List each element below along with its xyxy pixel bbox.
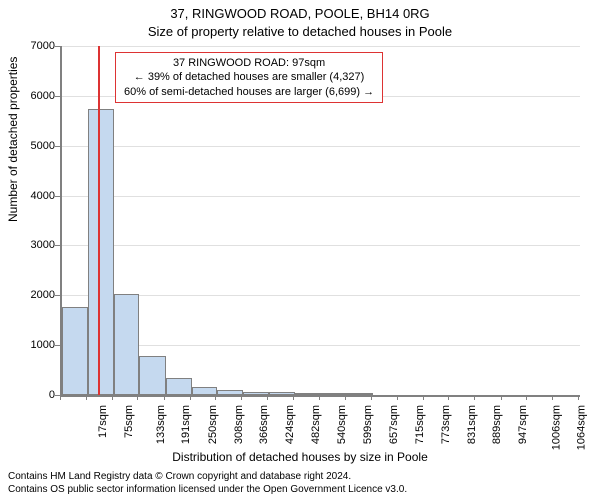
x-tick-mark xyxy=(215,395,216,400)
x-tick-label: 715sqm xyxy=(414,405,426,444)
x-tick-label: 947sqm xyxy=(517,405,529,444)
gridline xyxy=(62,146,580,147)
x-tick-mark xyxy=(552,395,553,400)
y-tick-label: 4000 xyxy=(0,190,55,202)
histogram-bar xyxy=(166,378,192,395)
x-tick-label: 657sqm xyxy=(388,405,400,444)
x-tick-mark xyxy=(397,395,398,400)
x-tick-mark xyxy=(190,395,191,400)
x-tick-mark xyxy=(112,395,113,400)
x-tick-mark xyxy=(448,395,449,400)
y-tick-label: 3000 xyxy=(0,239,55,251)
info-line-1: 37 RINGWOOD ROAD: 97sqm xyxy=(124,56,374,70)
x-tick-label: 191sqm xyxy=(181,405,193,444)
subject-marker-line xyxy=(98,46,100,395)
x-tick-label: 540sqm xyxy=(336,405,348,444)
gridline xyxy=(62,345,580,346)
x-tick-mark xyxy=(267,395,268,400)
histogram-chart: 37, RINGWOOD ROAD, POOLE, BH14 0RG Size … xyxy=(0,0,600,500)
info-line-2: ← 39% of detached houses are smaller (4,… xyxy=(124,70,374,84)
x-tick-label: 1006sqm xyxy=(550,405,562,450)
gridline xyxy=(62,46,580,47)
histogram-bar xyxy=(192,387,218,395)
x-tick-mark xyxy=(474,395,475,400)
x-tick-label: 599sqm xyxy=(362,405,374,444)
info-line-3: 60% of semi-detached houses are larger (… xyxy=(124,85,374,99)
x-tick-label: 308sqm xyxy=(233,405,245,444)
x-tick-mark xyxy=(526,395,527,400)
x-tick-label: 17sqm xyxy=(97,405,109,438)
gridline xyxy=(62,295,580,296)
credit-block: Contains HM Land Registry data © Crown c… xyxy=(8,471,407,496)
histogram-bar xyxy=(321,393,347,395)
histogram-bar xyxy=(295,393,321,395)
y-tick-label: 2000 xyxy=(0,289,55,301)
histogram-bar xyxy=(88,109,114,395)
x-tick-mark xyxy=(423,395,424,400)
x-tick-mark xyxy=(319,395,320,400)
histogram-bar xyxy=(139,356,165,395)
histogram-bar xyxy=(217,390,243,395)
x-tick-mark xyxy=(293,395,294,400)
x-tick-label: 424sqm xyxy=(284,405,296,444)
info-box: 37 RINGWOOD ROAD: 97sqm ← 39% of detache… xyxy=(115,52,383,103)
chart-title-line2: Size of property relative to detached ho… xyxy=(0,24,600,39)
x-tick-label: 482sqm xyxy=(310,405,322,444)
x-tick-label: 250sqm xyxy=(207,405,219,444)
x-tick-mark xyxy=(578,395,579,400)
x-tick-label: 1064sqm xyxy=(576,405,588,450)
x-axis-label: Distribution of detached houses by size … xyxy=(0,450,600,464)
histogram-bar xyxy=(114,294,140,395)
y-tick-label: 6000 xyxy=(0,90,55,102)
x-tick-mark xyxy=(241,395,242,400)
y-tick-label: 1000 xyxy=(0,339,55,351)
histogram-bar xyxy=(347,393,373,395)
x-tick-label: 75sqm xyxy=(123,405,135,438)
histogram-bar xyxy=(269,392,295,395)
gridline xyxy=(62,196,580,197)
x-tick-mark xyxy=(345,395,346,400)
x-tick-mark xyxy=(60,395,61,400)
x-tick-mark xyxy=(501,395,502,400)
x-tick-label: 133sqm xyxy=(155,405,167,444)
x-tick-mark xyxy=(137,395,138,400)
x-tick-label: 773sqm xyxy=(440,405,452,444)
histogram-bar xyxy=(62,307,88,395)
x-tick-mark xyxy=(371,395,372,400)
credit-line-2: Contains OS public sector information li… xyxy=(8,484,407,497)
x-tick-label: 889sqm xyxy=(492,405,504,444)
credit-line-1: Contains HM Land Registry data © Crown c… xyxy=(8,471,407,484)
histogram-bar xyxy=(243,392,269,395)
chart-title-line1: 37, RINGWOOD ROAD, POOLE, BH14 0RG xyxy=(0,6,600,21)
y-tick-label: 7000 xyxy=(0,40,55,52)
gridline xyxy=(62,245,580,246)
x-tick-mark xyxy=(86,395,87,400)
y-tick-label: 0 xyxy=(0,389,55,401)
x-tick-label: 366sqm xyxy=(259,405,271,444)
x-tick-mark xyxy=(164,395,165,400)
y-tick-label: 5000 xyxy=(0,140,55,152)
x-tick-label: 831sqm xyxy=(466,405,478,444)
